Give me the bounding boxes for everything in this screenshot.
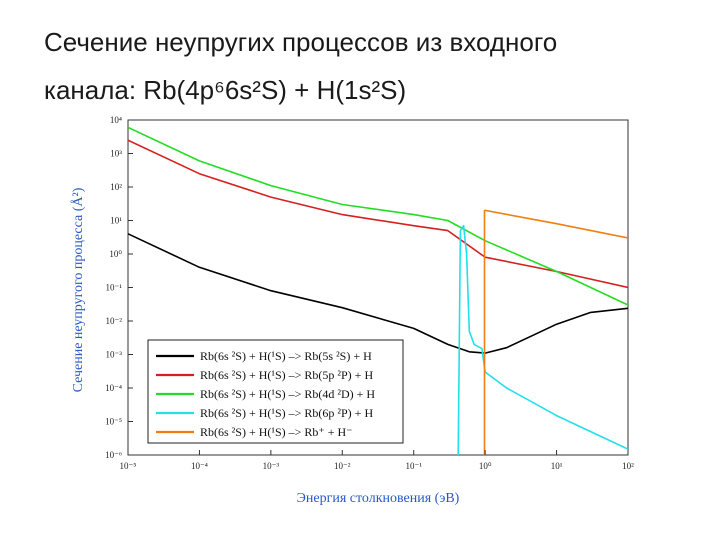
y-tick-label-2: 10³ xyxy=(110,149,122,159)
y-tick-label-11: 10⁻⁶ xyxy=(105,450,122,460)
x-tick-label-4: 10⁻² xyxy=(334,461,351,471)
x-axis: 10⁻⁵ 10⁻⁴ 10⁻³ 10⁻² 10⁻¹ 10⁰ 10¹ 10² xyxy=(120,450,634,471)
legend-label-2: Rb(6s ²S) + H(¹S) –> Rb(5p ²P) + H xyxy=(200,368,373,382)
y-axis-label: Сечение неупругого процесса (Å²) xyxy=(70,187,86,392)
slide-title: Сечение неупругих процессов из входного … xyxy=(44,18,684,114)
x-tick-label-2: 10⁻⁴ xyxy=(191,461,208,471)
slide-title-line-2: канала: Rb(4p⁶6s²S) + H(1s²S) xyxy=(44,75,407,105)
legend-label-4: Rb(6s ²S) + H(¹S) –> Rb(6p ²P) + H xyxy=(200,406,373,420)
series-line-1 xyxy=(128,233,628,354)
x-tick-label-5: 10⁻¹ xyxy=(405,461,422,471)
y-tick-label-1: 10⁴ xyxy=(110,115,122,125)
y-tick-label-8: 10⁻³ xyxy=(106,350,123,360)
y-tick-label-5: 10⁰ xyxy=(109,249,122,259)
y-tick-label-7: 10⁻² xyxy=(106,316,123,326)
x-tick-label-8: 10² xyxy=(622,461,634,471)
x-tick-label-3: 10⁻³ xyxy=(263,461,280,471)
x-axis-label: Энергия столкновения (эВ) xyxy=(297,491,460,506)
y-tick-label-9: 10⁻⁴ xyxy=(105,383,122,393)
slide-title-line-1: Сечение неупругих процессов из входного xyxy=(44,27,558,57)
x-tick-label-1: 10⁻⁵ xyxy=(120,461,137,471)
legend-label-1: Rb(6s ²S) + H(¹S) –> Rb(5s ²S) + H xyxy=(200,349,372,363)
series-line-5 xyxy=(483,209,628,455)
y-tick-label-6: 10⁻¹ xyxy=(106,283,123,293)
x-tick-label-6: 10⁰ xyxy=(479,461,492,471)
series-layer xyxy=(128,126,628,455)
series-line-2 xyxy=(128,139,628,289)
series-line-3 xyxy=(128,126,628,306)
y-tick-label-3: 10² xyxy=(110,182,122,192)
x-tick-label-7: 10¹ xyxy=(551,461,563,471)
legend-label-5: Rb(6s ²S) + H(¹S) –> Rb⁺ + H⁻ xyxy=(200,425,353,439)
series-line-4 xyxy=(457,224,628,455)
legend: Rb(6s ²S) + H(¹S) –> Rb(5s ²S) + H Rb(6s … xyxy=(147,339,404,444)
y-tick-label-10: 10⁻⁵ xyxy=(105,417,122,427)
legend-box xyxy=(147,339,404,444)
legend-label-3: Rb(6s ²S) + H(¹S) –> Rb(4d ²D) + H xyxy=(200,387,375,401)
y-tick-label-4: 10¹ xyxy=(110,216,122,226)
y-axis: 10⁴ 10³ 10² 10¹ 10⁰ 10⁻¹ 10⁻² 10⁻³ 10⁻⁴ 10⁻⁵ 10⁻⁶ xyxy=(105,115,133,460)
